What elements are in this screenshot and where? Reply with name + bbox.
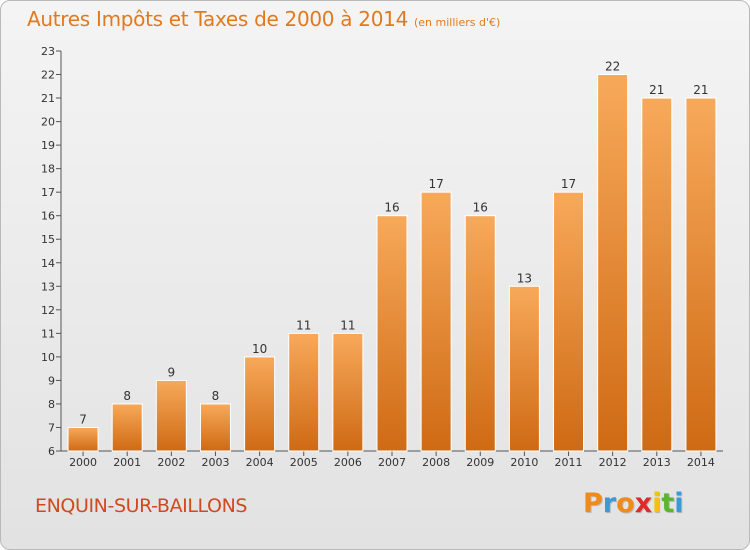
bar bbox=[244, 356, 276, 452]
x-tick-label: 2006 bbox=[334, 456, 362, 469]
bar bbox=[553, 191, 585, 452]
y-tick-label: 8 bbox=[48, 398, 55, 411]
bar bbox=[199, 403, 231, 452]
data-label: 13 bbox=[517, 271, 532, 285]
x-tick-label: 2010 bbox=[510, 456, 538, 469]
chart-title: Autres Impôts et Taxes de 2000 à 2014 bbox=[27, 7, 408, 31]
commune-name: ENQUIN-SUR-BAILLONS bbox=[35, 495, 248, 517]
data-label: 10 bbox=[252, 342, 267, 356]
x-tick-label: 2007 bbox=[378, 456, 406, 469]
y-tick-label: 21 bbox=[41, 92, 55, 105]
bar bbox=[464, 215, 496, 452]
y-tick-label: 20 bbox=[41, 116, 55, 129]
data-label: 8 bbox=[123, 389, 131, 403]
data-label: 16 bbox=[473, 201, 488, 215]
y-tick-label: 7 bbox=[48, 421, 55, 434]
x-tick-label: 2009 bbox=[466, 456, 494, 469]
bar bbox=[597, 74, 629, 452]
bar bbox=[288, 332, 320, 452]
x-tick-label: 2002 bbox=[157, 456, 185, 469]
y-tick-label: 23 bbox=[41, 45, 55, 58]
data-label: 11 bbox=[340, 318, 355, 332]
y-tick-label: 17 bbox=[41, 186, 55, 199]
logo-letter: i bbox=[652, 488, 662, 519]
data-label: 8 bbox=[212, 389, 220, 403]
chart-title-block: Autres Impôts et Taxes de 2000 à 2014 (en… bbox=[27, 7, 500, 31]
x-tick-label: 2014 bbox=[687, 456, 715, 469]
data-label: 7 bbox=[79, 412, 87, 426]
y-tick-label: 19 bbox=[41, 139, 55, 152]
bar bbox=[67, 426, 99, 452]
bar bbox=[332, 332, 364, 452]
logo-letter: x bbox=[634, 488, 653, 519]
data-label: 22 bbox=[605, 60, 620, 74]
data-label: 11 bbox=[296, 318, 311, 332]
y-tick-label: 13 bbox=[41, 280, 55, 293]
y-tick-label: 12 bbox=[41, 304, 55, 317]
y-tick-label: 18 bbox=[41, 163, 55, 176]
y-tick-label: 15 bbox=[41, 233, 55, 246]
x-tick-label: 2005 bbox=[290, 456, 318, 469]
y-tick-label: 11 bbox=[41, 327, 55, 340]
x-tick-label: 2003 bbox=[201, 456, 229, 469]
logo-letter: P bbox=[583, 488, 603, 519]
bar bbox=[508, 285, 540, 452]
bar bbox=[420, 191, 452, 452]
chart-subtitle: (en milliers d'€) bbox=[414, 16, 501, 29]
bar bbox=[155, 379, 187, 452]
y-tick-label: 9 bbox=[48, 374, 55, 387]
x-tick-label: 2001 bbox=[113, 456, 141, 469]
y-tick-label: 14 bbox=[41, 257, 55, 270]
data-label: 21 bbox=[693, 83, 708, 97]
bar bbox=[685, 97, 717, 452]
bar bbox=[376, 215, 408, 452]
data-label: 17 bbox=[561, 177, 576, 191]
x-tick-label: 2013 bbox=[643, 456, 671, 469]
y-tick-label: 10 bbox=[41, 351, 55, 364]
data-label: 9 bbox=[168, 365, 176, 379]
y-tick-label: 6 bbox=[48, 445, 55, 458]
bar bbox=[641, 97, 673, 452]
data-label: 16 bbox=[384, 201, 399, 215]
y-tick-label: 16 bbox=[41, 210, 55, 223]
x-tick-label: 2008 bbox=[422, 456, 450, 469]
data-label: 21 bbox=[649, 83, 664, 97]
y-tick-label: 22 bbox=[41, 69, 55, 82]
logo-letter: t bbox=[661, 488, 675, 519]
logo-letter: o bbox=[616, 488, 635, 519]
data-label: 17 bbox=[428, 177, 443, 191]
proxiti-logo[interactable]: Proxiti bbox=[583, 488, 684, 519]
x-tick-label: 2000 bbox=[69, 456, 97, 469]
x-tick-label: 2011 bbox=[555, 456, 583, 469]
x-tick-label: 2012 bbox=[599, 456, 627, 469]
bar bbox=[111, 403, 143, 452]
logo-letter: r bbox=[602, 488, 617, 519]
x-tick-label: 2004 bbox=[246, 456, 274, 469]
logo-letter: i bbox=[674, 488, 684, 519]
